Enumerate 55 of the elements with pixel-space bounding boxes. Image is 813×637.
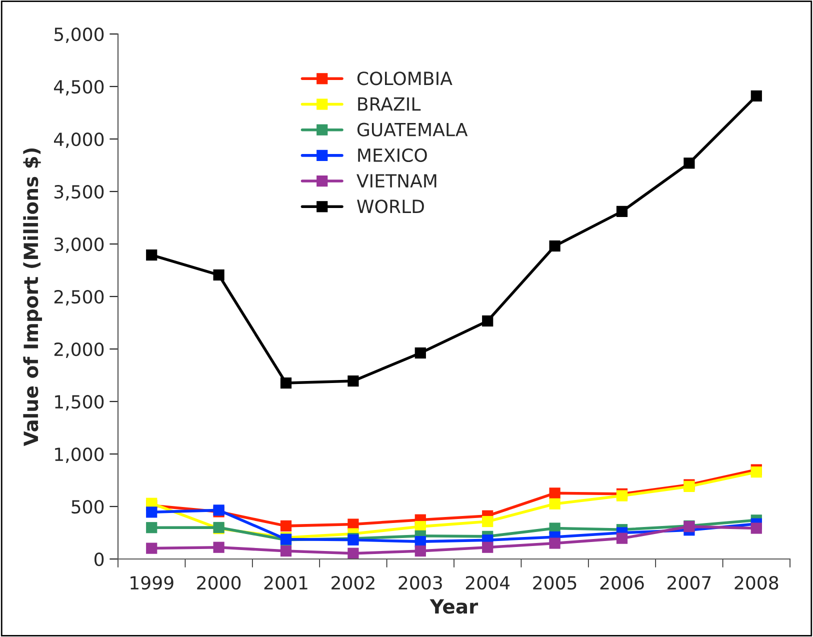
x-tick-label: 2007 — [668, 576, 711, 590]
x-tick-label: 2001 — [264, 576, 308, 590]
x-tick-label: 1999 — [130, 576, 174, 590]
point — [616, 206, 628, 218]
y-tick-label: 4,000 — [54, 132, 104, 148]
point — [549, 498, 560, 510]
x-tick-label: 2002 — [332, 576, 374, 590]
x-tick-label: 2000 — [197, 576, 241, 590]
x-tick-label: 2005 — [533, 576, 576, 590]
legend-label: GUATEMALA — [357, 122, 468, 136]
legend-label: WORLD — [357, 200, 424, 214]
point — [146, 522, 158, 534]
y-tick-label: 0 — [94, 552, 104, 566]
point — [280, 520, 292, 532]
point — [146, 506, 158, 518]
point — [684, 158, 695, 169]
y-tick-label: 4,500 — [54, 80, 104, 96]
legend-label: MEXICO — [358, 148, 427, 162]
legend-label: COLOMBIA — [357, 72, 452, 86]
y-tick-label: 1,000 — [55, 447, 104, 463]
point — [348, 548, 359, 559]
point — [482, 542, 494, 553]
point — [482, 315, 494, 327]
point — [414, 545, 426, 557]
x-axis-title: Year — [430, 599, 478, 614]
x-tick-label: 2006 — [600, 576, 644, 590]
point — [549, 538, 560, 549]
legend-label: VIETNAM — [356, 174, 436, 188]
legend-label: BRAZIL — [358, 97, 421, 111]
point — [348, 375, 359, 387]
point — [616, 532, 628, 544]
y-tick-label: 5,000 — [54, 27, 104, 43]
y-tick-label: 2,500 — [54, 290, 104, 306]
point — [213, 542, 224, 553]
y-tick-label: 1,500 — [55, 394, 104, 410]
point — [482, 516, 494, 528]
y-tick-label: 3,500 — [54, 184, 104, 200]
y-tick-label: 3,000 — [54, 237, 104, 253]
x-tick-label: 2008 — [734, 576, 778, 590]
point — [549, 488, 560, 499]
point — [146, 249, 158, 261]
x-tick-label: 2003 — [398, 576, 442, 590]
y-tick-label: 500 — [72, 500, 104, 514]
y-tick-label: 2,000 — [54, 342, 104, 358]
point — [280, 545, 292, 557]
y-axis-title: Value of Import (Millions $) — [23, 148, 42, 446]
point — [750, 466, 762, 478]
point — [750, 90, 762, 102]
point — [280, 377, 292, 389]
point — [414, 347, 426, 359]
point — [146, 542, 158, 554]
point — [213, 269, 224, 281]
point — [750, 522, 762, 534]
x-tick-label: 2004 — [466, 576, 510, 590]
point — [549, 240, 560, 252]
